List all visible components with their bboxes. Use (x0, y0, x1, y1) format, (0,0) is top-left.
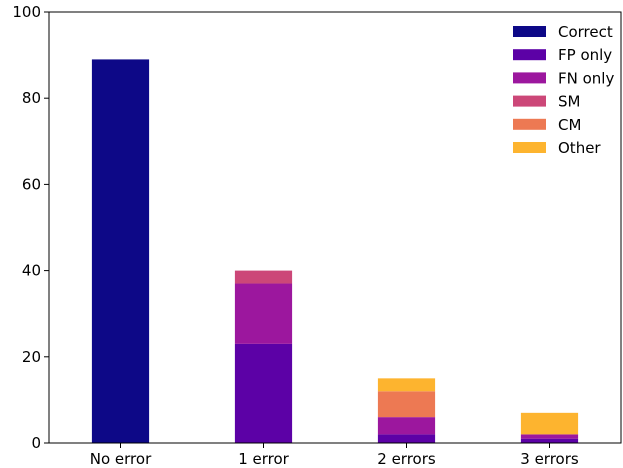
y-tick-label: 40 (22, 262, 41, 280)
legend-swatch (513, 142, 546, 153)
plot-frame (48, 11, 622, 444)
x-tick-label: 2 errors (377, 450, 436, 468)
bar-segment (520, 434, 579, 439)
legend-swatch (513, 118, 546, 130)
axes-layer: 0 20 40 60 80 100 No error 1 error 2 errors 3 err… (12, 3, 622, 468)
legend-label: Correct (558, 23, 613, 41)
x-tick-label: 3 errors (520, 450, 579, 468)
y-tick-label: 100 (12, 3, 41, 21)
legend-label: Other (558, 139, 601, 157)
legend-swatch (513, 49, 546, 61)
bar-segment (234, 343, 293, 443)
legend-label: FN only (558, 69, 614, 87)
bar-segment (520, 438, 579, 443)
legend-label: FP only (558, 46, 612, 64)
bar-segment (91, 59, 150, 443)
legend-label: CM (558, 116, 581, 134)
y-tick-label: 0 (31, 434, 41, 452)
bar-segment (377, 417, 436, 435)
bar-segment (234, 283, 293, 344)
legend-swatch (513, 26, 546, 37)
x-tick-label: 1 error (238, 450, 289, 468)
x-tick-label: No error (90, 450, 152, 468)
legend: Correct FP only FN only SM CM Other (513, 23, 614, 157)
bar-segment (377, 391, 436, 418)
legend-swatch (513, 95, 546, 107)
bar-segment (377, 434, 436, 443)
legend-label: SM (558, 93, 580, 111)
bar-segment (234, 270, 293, 284)
y-tick-label: 80 (22, 89, 41, 107)
bar-segment (377, 378, 436, 392)
bar-segment (520, 412, 579, 435)
legend-swatch (513, 72, 546, 84)
y-tick-label: 20 (22, 348, 41, 366)
bars-layer (91, 59, 579, 443)
y-tick-label: 60 (22, 175, 41, 193)
